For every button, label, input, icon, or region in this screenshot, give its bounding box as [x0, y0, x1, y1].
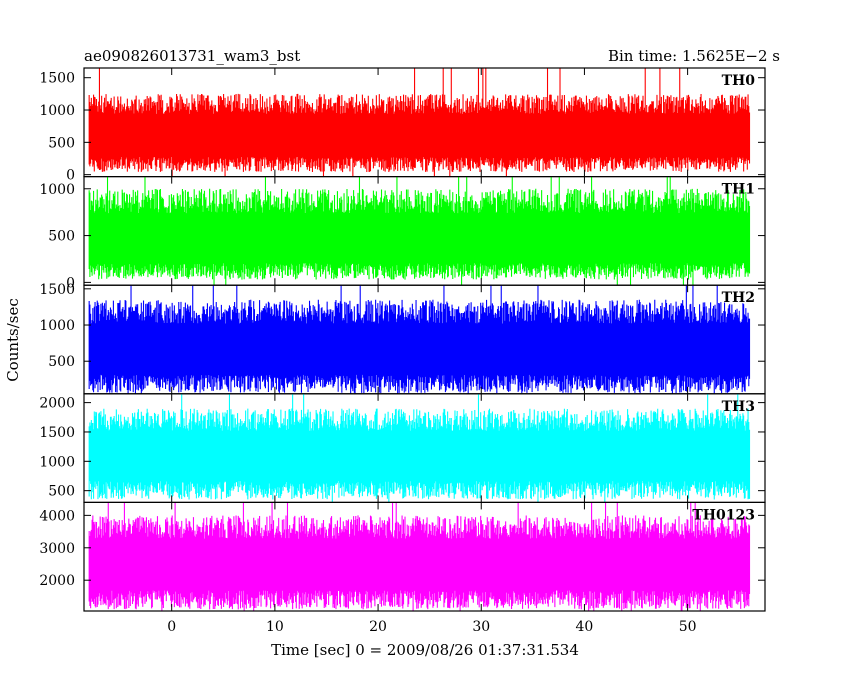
y-tick-label-th1-0: 0 [66, 275, 75, 291]
y-tick-label-th3-500: 500 [48, 484, 75, 500]
panel-frame-th0123 [83, 501, 766, 612]
panel-label-th1: TH1 [722, 182, 755, 198]
y-tick-label-th0123-4000: 4000 [39, 508, 75, 524]
y-tick-label-th0-1500: 1500 [39, 71, 75, 87]
x-tick-label-20: 20 [369, 619, 387, 635]
series-th0123 [88, 502, 751, 611]
y-tick-label-th0123-2000: 2000 [39, 573, 75, 589]
y-tick-label-th0123-3000: 3000 [39, 541, 75, 557]
x-tick-label-40: 40 [576, 619, 594, 635]
panel-label-th0123: TH0123 [692, 507, 755, 523]
y-tick-label-th2-1500: 1500 [39, 282, 75, 298]
x-tick-label-50: 50 [679, 619, 697, 635]
chart-title: ae090826013731_wam3_bst [84, 47, 300, 65]
x-tick-label-10: 10 [266, 619, 284, 635]
series-th2 [88, 285, 751, 394]
y-tick-label-th0-1000: 1000 [39, 103, 75, 119]
y-tick-label-th3-1000: 1000 [39, 454, 75, 470]
panel-label-th0: TH0 [722, 73, 756, 89]
y-axis-label: Counts/sec [4, 298, 22, 382]
y-tick-label-th2-500: 500 [48, 354, 75, 370]
series-th1 [88, 176, 751, 286]
series-th0 [88, 68, 751, 177]
panel-label-th2: TH2 [722, 290, 755, 306]
x-tick-label-0: 0 [167, 619, 176, 635]
y-tick-label-th3-2000: 2000 [39, 396, 75, 412]
y-tick-label-th2-1000: 1000 [39, 318, 75, 334]
x-tick-label-30: 30 [472, 619, 490, 635]
x-axis-label: Time [sec] 0 = 2009/08/26 01:37:31.534 [271, 641, 579, 659]
bin-time-label: Bin time: 1.5625E−2 s [608, 47, 780, 65]
y-tick-label-th0-0: 0 [66, 168, 75, 184]
y-tick-label-th1-500: 500 [48, 229, 75, 245]
y-tick-label-th0-500: 500 [48, 135, 75, 151]
y-tick-label-th1-1000: 1000 [39, 182, 75, 198]
y-tick-label-th3-1500: 1500 [39, 425, 75, 441]
series-th3 [88, 393, 751, 503]
panel-label-th3: TH3 [722, 399, 755, 415]
